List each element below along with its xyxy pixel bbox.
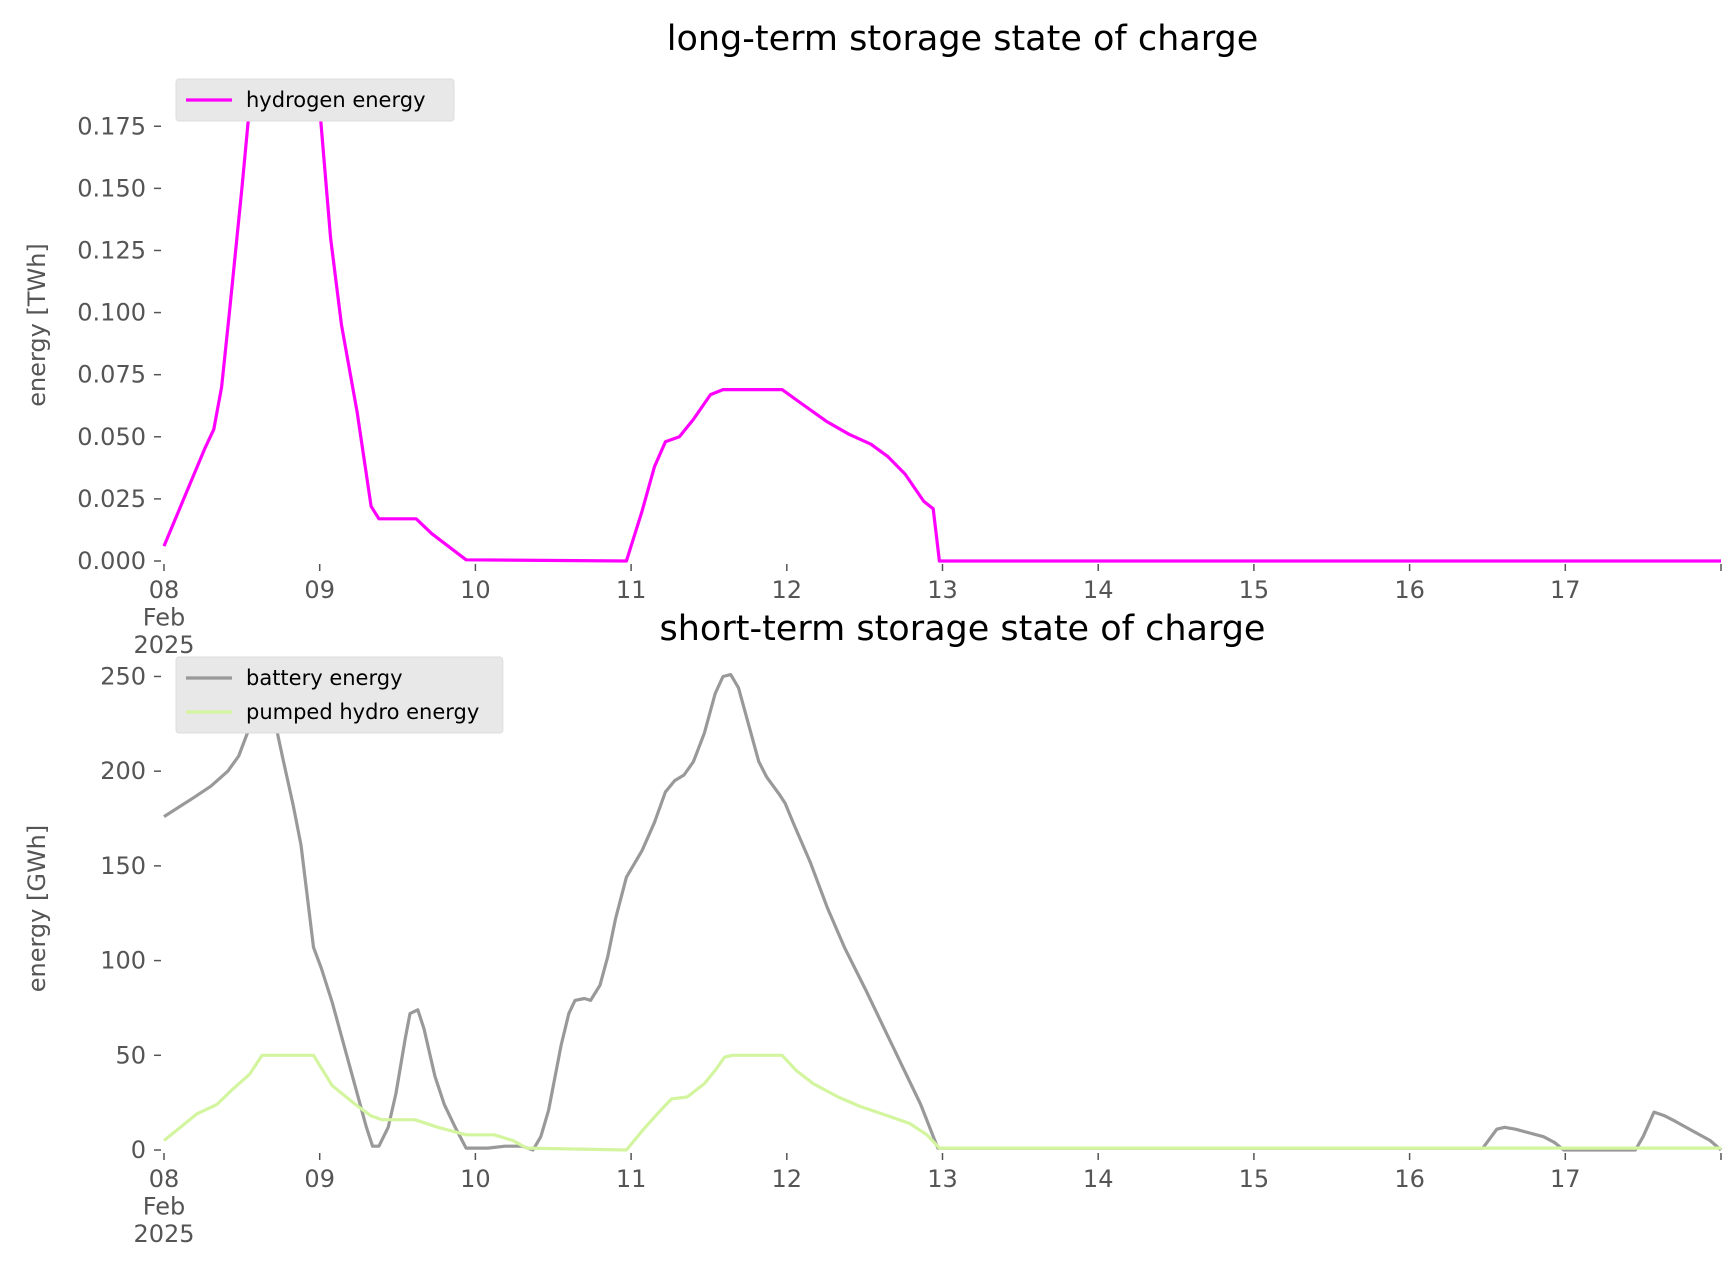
x-tick-label: 13 <box>927 576 958 604</box>
y-tick-label: 0.125 <box>77 236 146 264</box>
x-tick-label: 16 <box>1394 1165 1425 1193</box>
x-tick-label: 15 <box>1239 1165 1270 1193</box>
x-tick-label: 17 <box>1550 1165 1581 1193</box>
x-tick-label: 08 Feb 2025 <box>133 576 194 659</box>
series-line <box>163 673 1723 1152</box>
x-tick-label: 09 <box>304 576 335 604</box>
x-tick-label: 16 <box>1394 576 1425 604</box>
y-tick-label: 0.025 <box>77 485 146 513</box>
x-tick-label: 10 <box>460 1165 491 1193</box>
chart-title: short-term storage state of charge <box>660 609 1266 649</box>
x-tick-label: 14 <box>1083 576 1114 604</box>
y-tick-label: 0.150 <box>77 174 146 202</box>
y-tick-label: 250 <box>100 662 146 690</box>
x-tick-label: 13 <box>927 1165 958 1193</box>
x-tick-label: 09 <box>304 1165 335 1193</box>
series-line <box>162 1053 1721 1152</box>
legend: hydrogen energy <box>175 78 455 122</box>
legend-label: hydrogen energy <box>246 88 426 112</box>
legend-box <box>175 656 504 734</box>
x-tick-label: 15 <box>1239 576 1270 604</box>
y-tick-label: 150 <box>100 852 146 880</box>
y-tick-label: 0.075 <box>77 361 146 389</box>
x-tick-label: 11 <box>616 1165 647 1193</box>
legend: battery energy pumped hydro energy <box>175 656 504 734</box>
y-tick-label: 100 <box>100 947 146 975</box>
x-tick-label: 11 <box>616 576 647 604</box>
y-tick-label: 200 <box>100 757 146 785</box>
y-axis-label: energy [TWh] <box>23 243 51 407</box>
legend-label: pumped hydro energy <box>246 700 479 724</box>
legend-box <box>175 78 455 122</box>
legend-label: battery energy <box>246 666 403 690</box>
x-tick-label: 10 <box>460 576 491 604</box>
y-axis-label: energy [GWh] <box>23 825 51 993</box>
y-tick-label: 0.100 <box>77 299 146 327</box>
x-tick-label: 12 <box>772 576 803 604</box>
x-tick-label: 08 Feb 2025 <box>133 1165 194 1248</box>
y-tick-label: 0 <box>131 1136 146 1164</box>
series-line <box>162 87 1721 563</box>
y-tick-label: 0.175 <box>77 112 146 140</box>
y-tick-label: 50 <box>115 1041 146 1069</box>
x-tick-label: 17 <box>1550 576 1581 604</box>
y-tick-label: 0.050 <box>77 423 146 451</box>
chart-title: long-term storage state of charge <box>667 19 1259 59</box>
x-tick-label: 14 <box>1083 1165 1114 1193</box>
y-tick-label: 0.000 <box>77 547 146 575</box>
x-tick-label: 12 <box>772 1165 803 1193</box>
